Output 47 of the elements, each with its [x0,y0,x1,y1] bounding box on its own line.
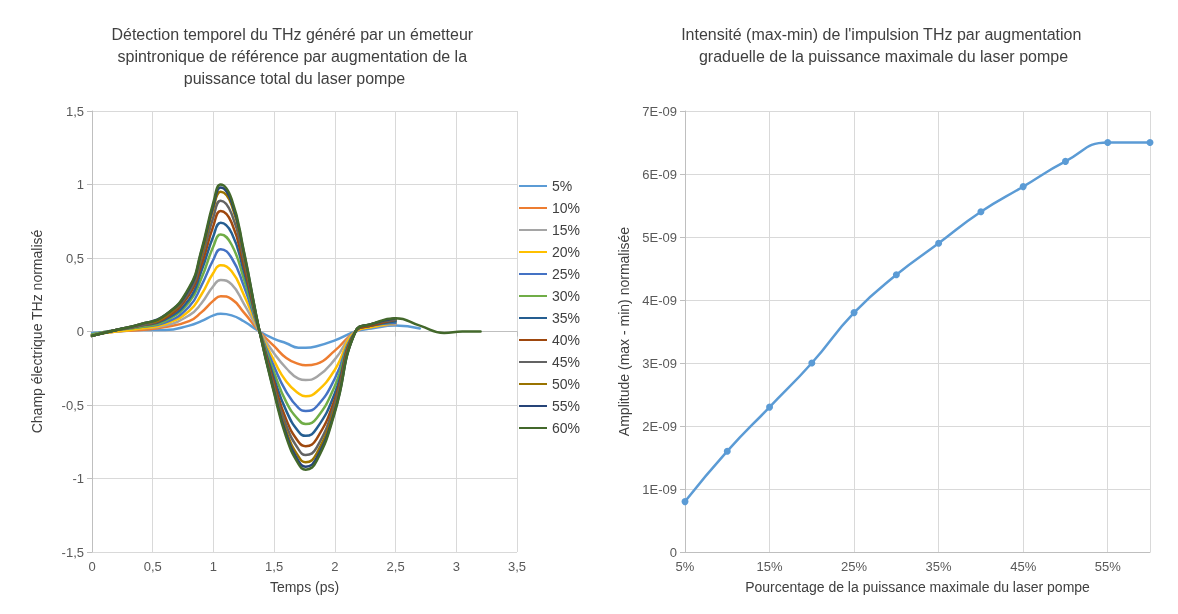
legend-label: 40% [551,332,581,348]
x-tick-label: 3,5 [507,559,527,574]
legend-label: 45% [551,354,581,370]
x-tick-label: 45% [1010,559,1037,574]
x-tick-label: 55% [1094,559,1122,574]
chart-title: Détection temporel du THz généré par un émetteur spintronique de référence par augmentation de la puissance total du laser pompe [111,25,478,87]
x-tick-label: 0,5 [143,559,162,574]
x-tick-label: 1 [209,559,218,574]
y-tick-label: 0 [669,544,677,560]
y-tick-label: 0,5 [65,250,84,266]
y-tick-label: -1 [72,471,84,486]
legend-label: 50% [551,376,581,392]
y-tick-label: 1,5 [65,103,84,119]
y-tick-label: 6E-09 [642,166,677,182]
chart-title: Intensité (max-min) de l'impulsion THz par augmentation graduelle de la puissance maximale du laser pompe [681,25,1086,65]
y-tick-label: 5E-09 [642,229,677,245]
x-tick-label: 35% [925,559,953,574]
legend-label: 30% [551,288,581,304]
legend-label: 60% [551,420,581,436]
y-axis-title: Amplitude (max - min) normalisée [616,226,633,437]
x-tick-label: 2 [331,559,339,574]
legend-label: 35% [551,310,581,326]
x-tick-label: 1,5 [265,559,284,574]
y-tick-label: -1,5 [61,544,84,560]
x-axis-title: Pourcentage de la puissance maximale du laser pompe [745,579,1091,595]
x-axis-title: Temps (ps) [269,579,340,595]
x-tick-label: 3 [452,559,460,574]
x-tick-label: 2,5 [386,559,405,574]
legend-label: 10% [551,200,581,216]
y-tick-label: 1E-09 [642,481,677,497]
x-tick-label: 25% [841,559,868,574]
legend-label: 25% [551,266,581,282]
y-tick-label: 3E-09 [642,355,677,371]
legend-label: 5% [551,178,573,194]
legend-label: 20% [551,244,581,260]
y-axis-title: Champ électrique THz normalisé [29,229,45,434]
x-tick-label: 0 [88,559,96,574]
y-tick-label: 4E-09 [642,292,677,308]
y-tick-label: -0,5 [61,397,84,413]
y-tick-label: 1 [76,177,84,192]
legend-label: 15% [551,222,581,238]
y-tick-label: 2E-09 [642,418,677,434]
legend-label: 55% [551,398,581,414]
y-tick-label: 0 [76,324,84,339]
x-tick-label: 15% [756,559,783,574]
x-tick-label: 5% [675,559,695,574]
y-tick-label: 7E-09 [642,103,677,119]
